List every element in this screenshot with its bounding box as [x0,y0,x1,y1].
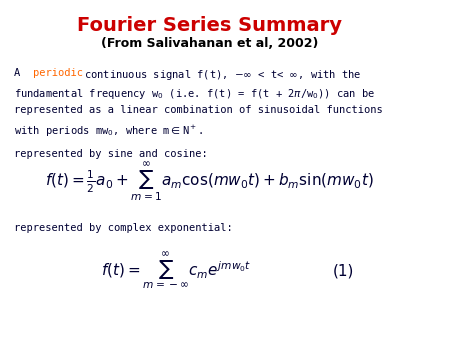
Text: fundamental frequency w$_0$ (i.e. f(t) = f(t + 2$\pi$/w$_0$)) can be: fundamental frequency w$_0$ (i.e. f(t) =… [14,87,375,101]
Text: A: A [14,68,27,78]
Text: (1): (1) [333,264,354,279]
Text: represented by sine and cosine:: represented by sine and cosine: [14,149,207,159]
Text: represented as a linear combination of sinusoidal functions: represented as a linear combination of s… [14,105,382,115]
Text: continuous signal f(t), $-\infty$ < t< $\infty$, with the: continuous signal f(t), $-\infty$ < t< $… [78,68,362,82]
Text: $f(t) = \frac{1}{2}a_0 + \sum_{m=1}^{\infty} a_m \cos(mw_0t) + b_m \sin(mw_0t)$: $f(t) = \frac{1}{2}a_0 + \sum_{m=1}^{\in… [45,161,374,204]
Text: $f(t) = \sum_{m=-\infty}^{\infty} c_m e^{jmw_0t}$: $f(t) = \sum_{m=-\infty}^{\infty} c_m e^… [101,250,252,292]
Text: represented by complex exponential:: represented by complex exponential: [14,223,233,233]
Text: with periods mw$_0$, where m$\in$N$^+$.: with periods mw$_0$, where m$\in$N$^+$. [14,124,203,139]
Text: periodic: periodic [33,68,83,78]
Text: Fourier Series Summary: Fourier Series Summary [77,17,342,35]
Text: (From Salivahanan et al, 2002): (From Salivahanan et al, 2002) [101,37,319,50]
